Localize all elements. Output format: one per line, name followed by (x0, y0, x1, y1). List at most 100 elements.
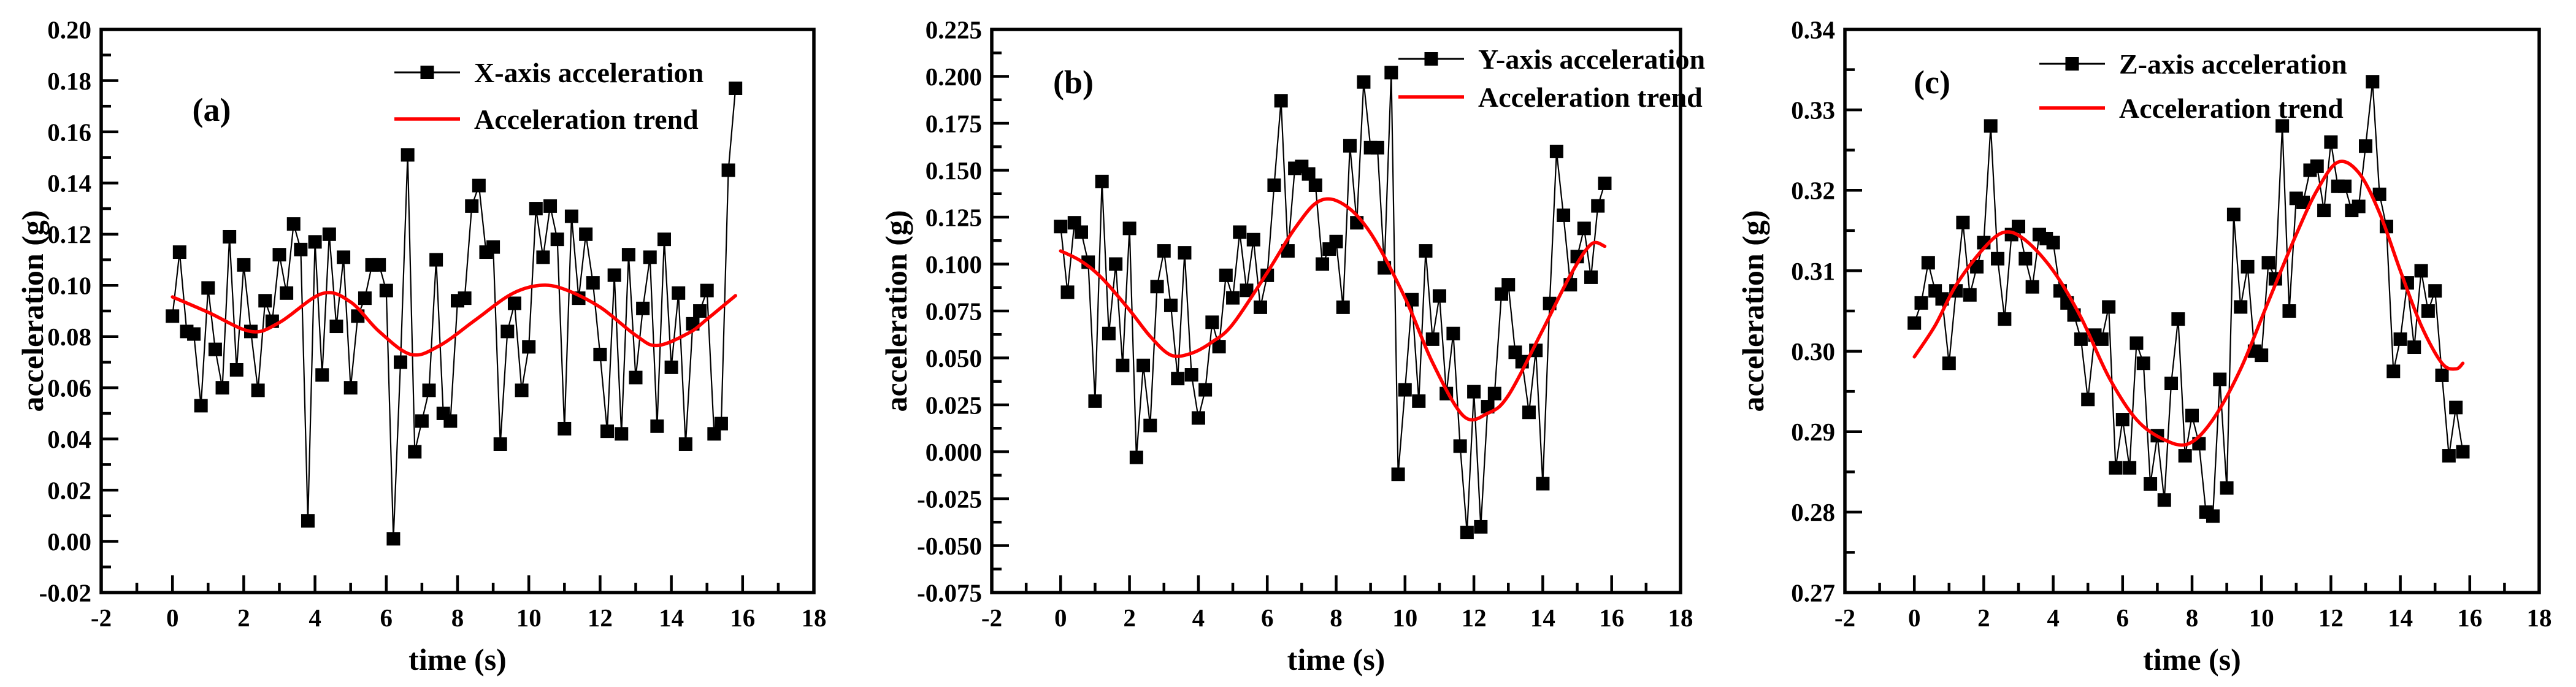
data-point-marker (522, 340, 536, 354)
data-point-marker (2206, 509, 2220, 523)
data-point-marker (308, 235, 322, 249)
data-point-marker (2317, 204, 2331, 218)
data-point-marker (2261, 256, 2275, 270)
x-tick-label: 12 (588, 604, 613, 632)
y-tick-label: 0.28 (1791, 498, 1835, 526)
y-tick-label: 0.10 (47, 272, 91, 300)
y-tick-label: 0.04 (47, 425, 91, 453)
y-tick-label: 0.100 (926, 250, 982, 278)
data-point-marker (2352, 199, 2366, 213)
data-point-marker (2421, 304, 2435, 318)
data-point-marker (415, 414, 429, 428)
data-point-marker (2442, 449, 2456, 463)
data-point-marker (643, 250, 657, 264)
data-point-marker (2164, 377, 2179, 391)
data-point-marker (372, 258, 386, 272)
y-tick-label: 0.175 (926, 109, 982, 137)
x-tick-label: 8 (451, 604, 464, 632)
x-tick-label: 2 (1977, 604, 1990, 632)
y-tick-label: 0.20 (47, 15, 91, 44)
data-point-marker (1384, 66, 1398, 80)
data-point-marker (1281, 244, 1295, 258)
y-tick-label: 0.025 (926, 391, 982, 419)
data-point-marker (1191, 411, 1205, 425)
data-point-marker (515, 383, 529, 397)
data-point-marker (172, 245, 186, 259)
y-tick-label: 0.08 (47, 323, 91, 351)
x-tick-label: 14 (1530, 604, 1555, 632)
data-point-marker (2109, 461, 2123, 475)
legend-trend-label: Acceleration trend (1478, 82, 1703, 113)
data-point-marker (657, 232, 671, 247)
x-tick-label: 12 (2318, 604, 2344, 632)
trend-line (1059, 197, 1607, 422)
y-tick-label: 0.16 (47, 118, 91, 146)
data-point-marker (700, 283, 714, 297)
data-point-marker (1487, 386, 1501, 401)
data-point-marker (579, 227, 593, 241)
data-point-marker (2178, 449, 2192, 463)
data-line (172, 88, 737, 539)
data-point-marker (2095, 332, 2109, 346)
x-tick-label: 0 (1908, 604, 1921, 632)
data-point-marker (443, 414, 458, 428)
data-point-marker (2338, 179, 2352, 193)
data-point-marker (386, 532, 401, 546)
data-point-marker (2324, 135, 2338, 149)
legend: Y-axis acceleration Acceleration trend (1398, 44, 1705, 113)
x-axis: -2 0 2 4 6 8 10 12 14 16 18 time (s) (91, 575, 827, 677)
data-point-marker (1184, 368, 1198, 382)
legend-trend-label: Acceleration trend (474, 104, 699, 135)
data-point-marker (379, 283, 393, 297)
data-series (1907, 75, 2470, 523)
x-tick-label: 4 (309, 604, 321, 632)
data-point-marker (280, 286, 294, 300)
x-tick-label: 18 (802, 604, 827, 632)
x-axis-title: time (s) (2143, 642, 2241, 677)
data-point-marker (166, 309, 180, 323)
data-point-marker (408, 445, 422, 459)
data-point-marker (2081, 393, 2095, 407)
data-point-marker (2123, 461, 2137, 475)
data-point-marker (564, 209, 578, 223)
x-tick-label: 10 (2249, 604, 2274, 632)
x-tick-label: 14 (2388, 604, 2413, 632)
data-point-marker (2282, 304, 2296, 318)
x-tick-label: -2 (91, 604, 112, 632)
x-tick-label: 0 (166, 604, 179, 632)
x-tick-label: 6 (1261, 604, 1274, 632)
data-point-marker (1522, 405, 1536, 420)
y-axis: 0.27 0.28 0.29 0.30 0.31 0.32 0.33 0.34 accelera… (1736, 15, 1862, 607)
data-point-marker (2241, 259, 2255, 274)
x-axis: -2 0 2 4 6 8 10 12 14 16 18 time (s) (1834, 575, 2552, 677)
data-point-marker (629, 370, 643, 385)
data-point-marker (1178, 246, 1192, 260)
x-tick-label: 16 (2457, 604, 2482, 632)
x-tick-label: 0 (1054, 604, 1067, 632)
y-tick-label: 0.33 (1791, 96, 1835, 124)
data-point-marker (1467, 385, 1481, 399)
data-point-marker (1412, 394, 1426, 408)
data-point-marker (2372, 187, 2386, 201)
data-point-marker (1419, 244, 1433, 258)
data-point-marker (472, 178, 486, 193)
x-tick-label: 4 (1192, 604, 1205, 632)
data-point-marker (721, 163, 735, 177)
data-point-marker (1137, 358, 1151, 372)
data-point-marker (1357, 75, 1371, 89)
data-point-marker (2226, 207, 2241, 221)
data-point-marker (2366, 75, 2380, 89)
y-tick-label: 0.125 (926, 203, 982, 231)
plot-frame (990, 28, 1682, 594)
data-point-marker (693, 304, 707, 318)
data-point-marker (1122, 221, 1137, 236)
data-point-marker (201, 281, 215, 295)
data-point-marker (536, 250, 550, 264)
trend-line (1912, 159, 2465, 447)
data-point-marker (1219, 268, 1233, 282)
data-point-marker (2025, 280, 2039, 294)
y-tick-label: 0.18 (47, 67, 91, 95)
x-tick-label: 10 (1392, 604, 1417, 632)
data-point-marker (664, 360, 678, 374)
data-point-marker (1398, 383, 1412, 397)
